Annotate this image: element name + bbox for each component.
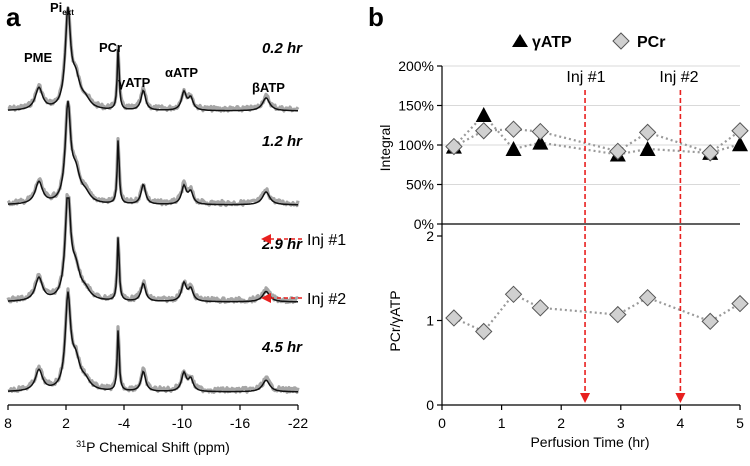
- panel-a-x-tick-label: -10: [172, 415, 192, 431]
- spectrum-raw-trace: [7, 287, 300, 394]
- panel-b-x-tick-label: 4: [677, 415, 685, 431]
- pcr-point: [731, 122, 749, 140]
- legend-triangle-icon: [512, 34, 528, 47]
- bottom-chart-y-tick-label: 1: [426, 313, 434, 329]
- ratio-point: [609, 305, 627, 324]
- spectrum-fit-trace: [7, 6, 298, 112]
- time-label-1: 1.2 hr: [262, 133, 303, 150]
- panel-a-x-label: 31P Chemical Shift (ppm): [76, 439, 230, 455]
- top-chart-grid: [442, 65, 740, 185]
- top-chart-y-tick-label: 0%: [414, 216, 434, 232]
- ratio-point: [504, 285, 523, 304]
- pcr-point: [609, 142, 627, 161]
- legend-gatp-label: γATP: [532, 34, 572, 51]
- top-chart-series-lines: [453, 113, 741, 156]
- pcr-point: [445, 137, 463, 156]
- spectrum-raw-trace: [6, 193, 299, 304]
- ratio-point: [531, 299, 550, 317]
- panel-b-x-label: Perfusion Time (hr): [530, 434, 649, 450]
- panel-a-x-tick-label: -16: [230, 415, 250, 431]
- spectrum-fit-trace: [8, 291, 298, 393]
- top-chart-y-tick-label: 100%: [398, 137, 434, 153]
- panel-a-x-tick-label: 8: [4, 415, 12, 431]
- ratio-series-line: [453, 292, 741, 333]
- pcr-point: [504, 120, 523, 138]
- panel-b-x-tick-label: 1: [498, 415, 506, 431]
- pi-main: Pi: [50, 0, 62, 15]
- spectrum-fit-trace: [8, 197, 298, 303]
- time-label-0: 0.2 hr: [262, 40, 303, 57]
- panel-a-letter: a: [6, 2, 21, 32]
- pcr-label: PCr: [99, 40, 122, 55]
- bottom-chart-y-tick-label: 0: [426, 397, 434, 413]
- panel-a-x-tick-label: 2: [62, 415, 70, 431]
- gatp-point: [732, 136, 748, 152]
- aatp-label: αATP: [165, 65, 198, 80]
- bottom-chart-y-ticks: 0 1 2: [426, 228, 442, 413]
- ratio-point: [475, 322, 493, 341]
- pcr-point: [638, 123, 657, 142]
- pme-label: PME: [24, 50, 53, 65]
- top-chart-y-label: Integral: [377, 125, 393, 172]
- batp-label: βATP: [252, 80, 285, 95]
- top-chart-y-tick-label: 150%: [398, 98, 434, 114]
- legend-pcr-label: PCr: [637, 34, 665, 51]
- panel-b-x-ticks: 0 1 2 3 4 5: [438, 405, 744, 431]
- spectrum-raw-trace: [6, 100, 300, 208]
- panel-b-x-tick-label: 0: [438, 415, 446, 431]
- x-label-rest: P Chemical Shift (ppm): [86, 439, 230, 455]
- injection-markers: [580, 90, 686, 403]
- x-label-sup: 31: [76, 439, 86, 449]
- ratio-point: [731, 294, 749, 313]
- time-label-3: 4.5 hr: [261, 339, 303, 356]
- pcr-point: [475, 122, 493, 140]
- bottom-chart-series-line: [453, 292, 741, 333]
- bottom-chart-points: [445, 285, 749, 341]
- gatp-point: [475, 106, 492, 122]
- gatp-point: [639, 140, 656, 156]
- inj1-label-b: Inj #1: [566, 69, 605, 86]
- top-chart-points: [445, 106, 749, 162]
- spectra-stack: [6, 6, 300, 394]
- panel-a-x-tick-label: -4: [118, 415, 131, 431]
- inj1-label-a: Inj #1: [307, 232, 346, 249]
- series-line-diamond: [453, 128, 741, 155]
- panel-a-x-ticks: 8 2 -4 -10 -16 -22: [4, 405, 308, 431]
- inj2-label-b: Inj #2: [659, 69, 698, 86]
- pi-sub: ext: [62, 8, 74, 17]
- ratio-point: [445, 309, 463, 327]
- bottom-chart-y-label: PCr/γATP: [387, 290, 403, 351]
- gatp-point: [505, 140, 522, 156]
- ratio-point: [638, 288, 657, 307]
- panel-b-x-tick-label: 2: [557, 415, 565, 431]
- pi-ext-label: Piext: [50, 0, 74, 17]
- spectrum-fit-trace: [7, 100, 298, 206]
- bottom-chart-y-tick-label: 2: [426, 228, 434, 244]
- ratio-point: [701, 312, 719, 331]
- pcr-point: [701, 144, 719, 162]
- top-chart-y-tick-label: 200%: [398, 58, 434, 74]
- time-label-2: 2.9 hr: [261, 236, 303, 253]
- panel-a-x-tick-label: -22: [288, 415, 308, 431]
- panel-b-letter: b: [368, 2, 384, 32]
- panel-a: a PME Piext PCr γATP αATP βATP 0.2 hr 1.…: [4, 0, 346, 455]
- panel-b: b γATP PCr 0% 50% 100% 150% 200% Integral In…: [368, 2, 749, 450]
- series-line-triangle: [453, 113, 741, 156]
- panel-b-x-tick-label: 3: [617, 415, 625, 431]
- gatp-point: [532, 134, 549, 150]
- pcr-point: [531, 122, 550, 141]
- top-chart-y-tick-label: 50%: [406, 177, 434, 193]
- inj2-label-a: Inj #2: [307, 291, 346, 308]
- panel-b-x-tick-label: 5: [736, 415, 744, 431]
- gatp-label: γATP: [118, 75, 151, 90]
- legend-diamond-icon: [612, 32, 630, 50]
- top-chart-y-ticks: 0% 50% 100% 150% 200%: [398, 58, 442, 232]
